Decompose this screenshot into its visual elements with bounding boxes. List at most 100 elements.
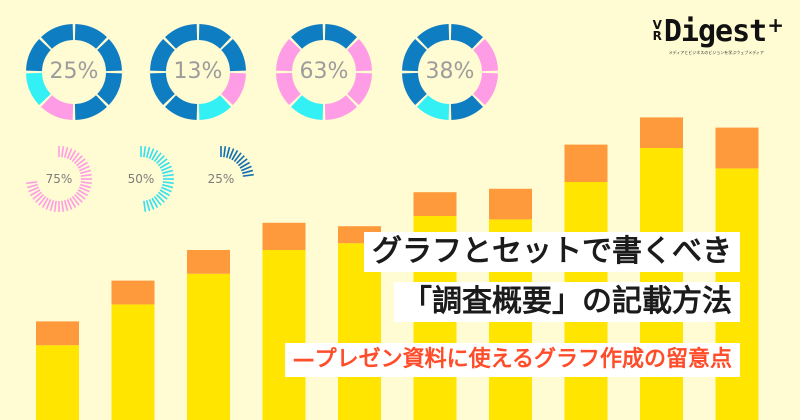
logo-wordmark: Digest [663, 14, 767, 49]
logo-vr-bottom: R [652, 29, 662, 43]
gauge-1-tick-36 [26, 181, 38, 185]
gauge-2-tick-12 [162, 173, 174, 177]
gauge-3-tick-12 [242, 173, 254, 177]
donut-chart-4: 38% [400, 22, 500, 122]
donut-1-segment-4 [74, 95, 107, 120]
donut-1-segment-2 [97, 39, 122, 72]
bar-5-yellow [338, 243, 381, 420]
gauge-1-tick-23 [63, 200, 69, 212]
gauge-1-tick-6 [71, 152, 80, 163]
gauge-1-tick-11 [80, 169, 92, 175]
gauge-1-tick-34 [28, 186, 39, 193]
donut-label-2: 13% [173, 59, 223, 84]
gauge-3-tick-6 [233, 152, 242, 163]
donut-3-segment-6 [276, 72, 301, 105]
gauge-2-tick-19 [155, 193, 165, 203]
gauge-2-tick-14 [162, 181, 174, 185]
title-line-2: 「調査概要」の記載方法 [394, 282, 740, 322]
donut-1-segment-7 [26, 39, 51, 72]
gauge-1-tick-9 [77, 161, 88, 169]
gauge-label-3: 25% [207, 172, 235, 186]
donut-label-3: 63% [299, 59, 349, 84]
gauge-3-tick-4 [228, 148, 235, 159]
gauge-2-tick-20 [153, 195, 162, 206]
gauge-2-tick-24 [143, 200, 147, 212]
bar-10-orange [715, 127, 759, 169]
donut-3-segment-4 [324, 95, 357, 120]
gauge-3-tick-3 [225, 146, 231, 158]
donut-2-segment-7 [150, 39, 175, 72]
donut-label-4: 38% [425, 59, 475, 84]
donut-2-segment-2 [221, 39, 246, 72]
donut-4-segment-6 [402, 72, 427, 105]
gauge-2-tick-6 [153, 152, 162, 163]
gauge-3-tick-5 [231, 150, 239, 161]
bar-1-orange [36, 321, 79, 346]
gauge-3-tick-8 [237, 158, 248, 167]
gauge-1-tick-7 [73, 155, 83, 165]
gauge-3-tick-11 [242, 169, 254, 175]
gauge-1-tick-5 [69, 150, 77, 161]
gauge-2-tick-9 [159, 161, 170, 169]
gauge-2-tick-22 [148, 199, 155, 210]
gauge-1-tick-33 [30, 189, 41, 197]
donut-2-segment-1 [198, 24, 231, 49]
logo-plus-mark: + [767, 13, 784, 37]
gauge-2-tick-3 [145, 146, 151, 158]
gauge-2-tick-10 [161, 165, 172, 172]
gauge-1-tick-28 [45, 199, 52, 210]
donut-chart-1: 25% [24, 22, 124, 122]
title-line-1: グラフとセットで書くべき [364, 232, 740, 272]
donut-2-segment-6 [150, 72, 175, 105]
donut-3-segment-3 [347, 72, 372, 105]
gauge-3-tick-2 [223, 146, 227, 158]
gauge-1-tick-29 [41, 197, 49, 208]
gauge-1-tick-26 [53, 200, 57, 212]
donut-1-segment-3 [97, 72, 122, 105]
gauge-1-tick-24 [61, 200, 65, 212]
gauge-1-tick-14 [80, 181, 92, 185]
donut-2-segment-8 [165, 24, 198, 49]
donut-4-segment-2 [473, 39, 498, 72]
gauge-3-tick-7 [235, 155, 245, 165]
logo-tagline: メディアとビジネスのビジョンを学ぶウェブメディア [668, 50, 764, 55]
donut-3-segment-2 [347, 39, 372, 72]
gauge-1-tick-8 [75, 158, 86, 167]
gauge-1-tick-19 [73, 193, 83, 203]
donut-chart-2: 13% [148, 22, 248, 122]
donut-4-segment-8 [417, 24, 450, 49]
logo-vr-mark: V R [652, 19, 662, 43]
donut-3-segment-8 [291, 24, 324, 49]
gauge-2-tick-5 [151, 150, 159, 161]
donut-2-segment-5 [165, 95, 198, 120]
gauge-1-tick-16 [79, 186, 90, 193]
gauge-2-tick-16 [161, 186, 172, 193]
gauge-1-tick-10 [79, 165, 90, 172]
vr-digest-logo[interactable]: V R Digest + メディアとビジネスのビジョンを学ぶウェブメディア [652, 13, 784, 55]
bar-2-orange [111, 280, 155, 305]
gauge-2-tick-8 [157, 158, 168, 167]
donut-4-segment-1 [450, 24, 483, 49]
bar-6-orange [413, 192, 457, 216]
gauge-1-tick-31 [35, 193, 45, 203]
gauge-2-tick-23 [145, 200, 151, 212]
bar-3-orange [187, 250, 230, 274]
bar-4-yellow [262, 250, 306, 420]
bar-3-yellow [187, 273, 230, 420]
gauge-2-tick-18 [157, 191, 168, 200]
donut-2-segment-4 [198, 95, 231, 120]
donut-label-1: 25% [49, 59, 99, 84]
gauge-1-tick-35 [26, 183, 38, 189]
donut-1-segment-5 [41, 95, 74, 120]
donut-3-segment-5 [291, 95, 324, 120]
bar-9-orange [640, 117, 683, 148]
gauge-2-tick-11 [162, 169, 174, 175]
gauge-2-tick-15 [162, 183, 174, 189]
gauge-2-tick-2 [143, 146, 147, 158]
gauge-1-tick-27 [49, 200, 55, 212]
gauge-1-tick-20 [71, 195, 80, 206]
donut-1-segment-8 [41, 24, 74, 49]
gauge-chart-2: 50% [106, 144, 176, 214]
gauge-chart-3: 25% [186, 144, 256, 214]
